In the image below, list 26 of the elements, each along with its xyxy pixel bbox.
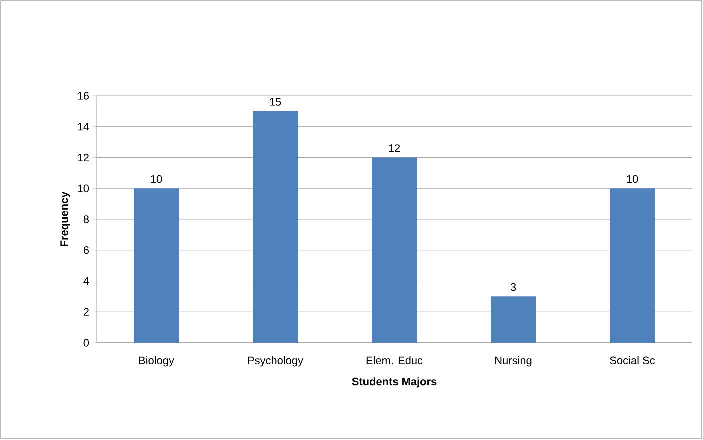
x-axis-title: Students Majors	[352, 378, 437, 388]
data-label: 10	[627, 175, 638, 184]
x-tick-label: Psychology	[248, 356, 304, 367]
y-tick-label: 6	[84, 246, 90, 254]
y-tick-label: 0	[84, 339, 90, 347]
data-label: 15	[270, 98, 282, 106]
bar	[253, 111, 298, 343]
bar	[134, 188, 180, 343]
y-tick-label: 2	[84, 308, 89, 316]
y-tick-label: 14	[78, 123, 90, 131]
x-tick-label: Biology	[139, 356, 174, 367]
data-label: 10	[151, 175, 162, 184]
y-tick-label: 16	[78, 92, 89, 100]
y-tick-label: 12	[78, 154, 89, 162]
x-tick-label: Elem. Educ	[366, 356, 423, 365]
x-tick-label: Social Sc	[610, 356, 656, 365]
y-tick-label: 4	[84, 277, 90, 286]
bar	[372, 158, 418, 343]
data-label: 3	[510, 283, 516, 292]
data-label: 12	[389, 144, 400, 152]
bar	[491, 296, 536, 343]
y-tick-label: 8	[84, 216, 90, 224]
x-tick-label: Nursing	[496, 356, 532, 367]
bar	[610, 188, 656, 343]
y-tick-label: 10	[78, 184, 90, 192]
y-axis-title: Frequency	[60, 192, 70, 246]
